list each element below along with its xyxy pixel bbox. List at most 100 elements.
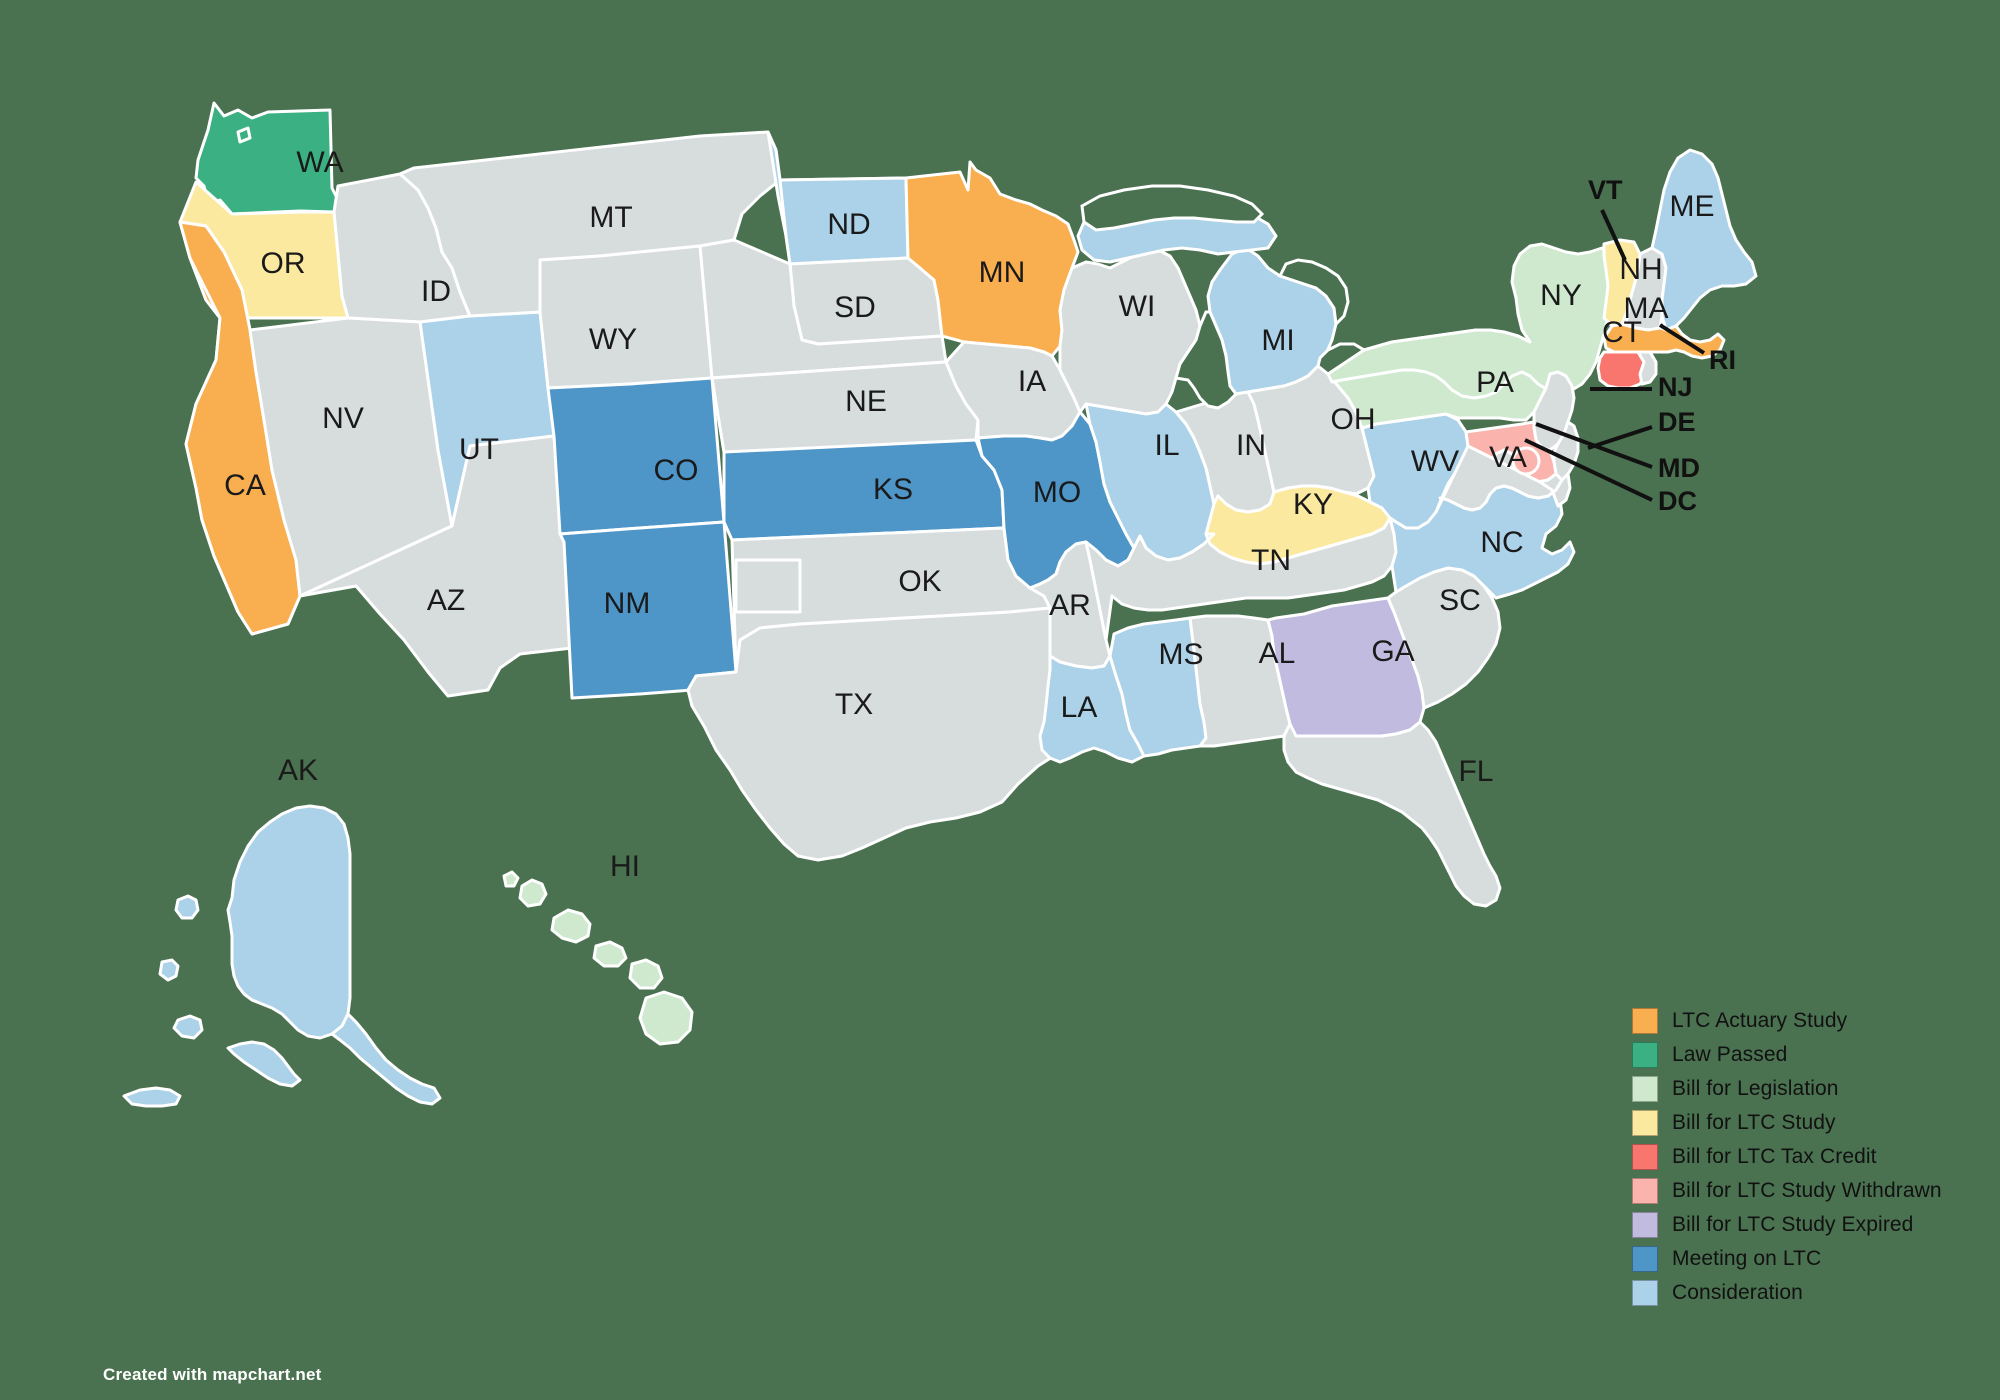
state-label-AK: AK	[278, 754, 318, 787]
state-WY[interactable]	[538, 244, 714, 390]
callout-label-MD: MD	[1658, 453, 1700, 483]
state-VT[interactable]	[1602, 238, 1642, 328]
state-label-NY: NY	[1540, 279, 1582, 312]
state-TN[interactable]	[1084, 516, 1398, 642]
state-label-CA: CA	[224, 469, 266, 502]
state-KS[interactable]	[722, 438, 1006, 542]
legend-row[interactable]: Bill for LTC Study Withdrawn	[1632, 1176, 1942, 1206]
state-HI-1[interactable]	[518, 878, 548, 908]
callout-label-VT: VT	[1588, 175, 1623, 205]
callout-label-RI: RI	[1709, 345, 1736, 375]
state-AK-aleutians	[226, 1040, 302, 1088]
state-AL[interactable]	[1188, 614, 1292, 748]
state-WI[interactable]	[1058, 248, 1202, 416]
state-label-TX: TX	[835, 688, 873, 721]
legend-row[interactable]: LTC Actuary Study	[1632, 1006, 1942, 1036]
legend-label: Meeting on LTC	[1672, 1247, 1822, 1270]
state-label-WY: WY	[589, 323, 637, 356]
state-label-ND: ND	[827, 208, 870, 241]
lake-michigan	[1174, 310, 1238, 410]
state-OK-pan	[734, 558, 802, 614]
callout-line-DE	[1587, 425, 1653, 450]
state-AK-islands	[122, 1086, 182, 1108]
state-HI-3	[592, 940, 628, 968]
legend-swatch	[1632, 1110, 1658, 1136]
state-label-MO: MO	[1033, 476, 1081, 509]
state-DC[interactable]	[1511, 446, 1541, 476]
state-label-CO: CO	[654, 454, 699, 487]
state-label-AZ: AZ	[427, 584, 465, 617]
state-WA-islands	[236, 126, 252, 144]
legend-row[interactable]: Bill for LTC Tax Credit	[1632, 1142, 1942, 1172]
legend-row[interactable]: Consideration	[1632, 1278, 1942, 1308]
state-NY[interactable]	[1326, 242, 1616, 400]
state-RI[interactable]	[1636, 350, 1658, 386]
state-label-LA: LA	[1061, 691, 1098, 724]
legend-label: Consideration	[1672, 1281, 1803, 1304]
state-label-MI: MI	[1261, 324, 1294, 357]
state-label-ME: ME	[1670, 190, 1715, 223]
states-layer	[122, 101, 1758, 1108]
callout-line-VT	[1600, 209, 1627, 261]
legend-swatch	[1632, 1178, 1658, 1204]
state-label-IL: IL	[1154, 429, 1179, 462]
state-label-OH: OH	[1331, 403, 1376, 436]
legend-row[interactable]: Bill for Legislation	[1632, 1074, 1942, 1104]
callout-label-DE: DE	[1658, 407, 1696, 437]
credit-text: Created with mapchart.net	[103, 1365, 322, 1384]
state-FL[interactable]	[1282, 720, 1502, 908]
state-label-MS: MS	[1159, 638, 1204, 671]
state-label-IN: IN	[1236, 429, 1266, 462]
state-label-WV: WV	[1411, 445, 1459, 478]
state-label-SC: SC	[1439, 584, 1481, 617]
state-label-NH: NH	[1619, 253, 1662, 286]
legend-label: Bill for LTC Tax Credit	[1672, 1145, 1877, 1168]
state-labels-layer: WA OR CA ID NV UT AZ MT WY CO NM ND SD NE KS OK TX MN IA MO…	[224, 146, 1714, 883]
state-label-OK: OK	[898, 565, 941, 598]
legend-row[interactable]: Bill for LTC Study Expired	[1632, 1210, 1942, 1240]
legend-row[interactable]: Bill for LTC Study	[1632, 1108, 1942, 1138]
legend-swatch	[1632, 1076, 1658, 1102]
lake-erie	[1316, 342, 1367, 376]
state-label-GA: GA	[1371, 635, 1414, 668]
state-HI-5	[638, 990, 694, 1046]
state-TX[interactable]	[686, 606, 1086, 862]
legend-swatch	[1632, 1280, 1658, 1306]
lake-superior	[1080, 184, 1265, 232]
legend-label: Law Passed	[1672, 1043, 1788, 1066]
legend-label: Bill for LTC Study Withdrawn	[1672, 1179, 1942, 1202]
state-label-KS: KS	[873, 473, 913, 506]
lake-huron	[1277, 258, 1350, 328]
callout-label-DC: DC	[1658, 486, 1697, 516]
state-HI-2	[550, 908, 592, 944]
state-AK[interactable]	[226, 804, 352, 1040]
legend-row[interactable]: Law Passed	[1632, 1040, 1942, 1070]
state-label-PA: PA	[1476, 366, 1514, 399]
callout-line-MD	[1535, 422, 1653, 469]
state-label-MA: MA	[1624, 292, 1669, 325]
state-label-VA: VA	[1489, 441, 1527, 474]
state-label-IA: IA	[1018, 365, 1046, 398]
state-SD-body	[698, 238, 948, 380]
state-AK-panhandle	[330, 1012, 442, 1106]
state-CT[interactable]	[1596, 350, 1648, 390]
state-AK-island4	[172, 1014, 204, 1040]
state-label-TN: TN	[1251, 544, 1291, 577]
state-HI-6	[502, 870, 520, 888]
map-legend: LTC Actuary Study Law Passed Bill for Legi…	[1632, 1006, 1942, 1308]
legend-label: LTC Actuary Study	[1672, 1009, 1848, 1032]
callout-line-RI	[1658, 323, 1706, 355]
state-AK-island3	[158, 958, 180, 982]
legend-row[interactable]: Meeting on LTC	[1632, 1244, 1942, 1274]
legend-swatch	[1632, 1246, 1658, 1272]
state-AK-island2	[174, 894, 200, 920]
legend-label: Bill for Legislation	[1672, 1077, 1839, 1100]
state-label-NV: NV	[322, 402, 364, 435]
state-label-WA: WA	[296, 146, 343, 179]
state-ME[interactable]	[1650, 148, 1758, 332]
state-label-ID: ID	[421, 275, 451, 308]
state-label-FL: FL	[1458, 755, 1493, 788]
legend-label: Bill for LTC Study Expired	[1672, 1213, 1914, 1236]
